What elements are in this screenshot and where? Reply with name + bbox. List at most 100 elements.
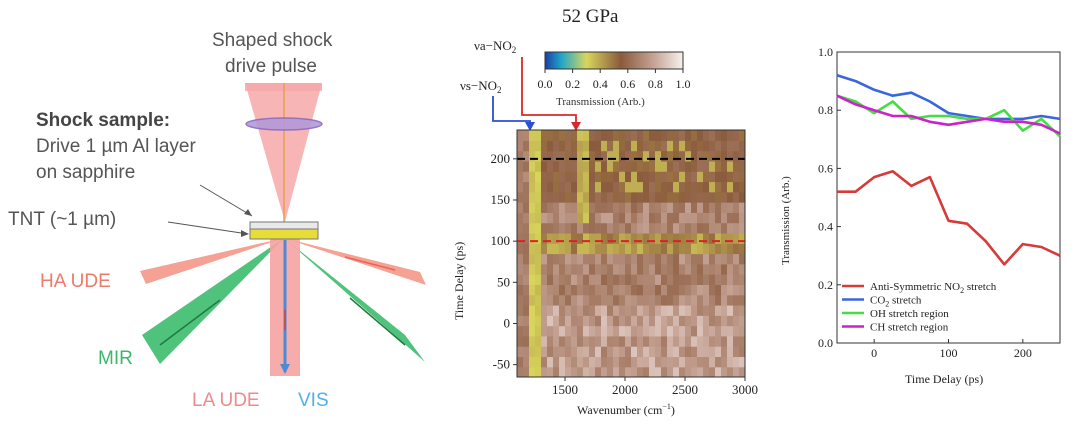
heatmap-cell [637,356,644,368]
heatmap-cell [619,284,626,296]
heatmap-cell [637,212,644,224]
heatmap-ylabel: Time Delay (ps) [452,242,466,320]
colorbar-tick-label: 0.6 [620,77,635,91]
heatmap-ytick-label: 100 [491,233,511,248]
heatmap-cell [535,160,542,172]
heatmap-cell [709,232,716,244]
heatmap-cell [667,263,674,275]
heatmap-cell [619,274,626,285]
heatmap-cell [601,222,608,234]
heatmap-cell [583,346,590,358]
heatmap-cell [715,346,722,358]
heatmap-cell [517,325,524,337]
heatmap-cell [643,191,650,203]
heatmap-cell [583,171,590,183]
colorbar-tick-label: 0.4 [593,77,608,91]
heatmap-cell [607,346,614,358]
heatmap-cell [583,160,590,172]
heatmap-cell [535,284,542,296]
heatmap-cell [601,335,608,347]
heatmap-cell [607,356,614,368]
heatmap-cell [685,325,692,337]
heatmap-cell [595,130,602,141]
heatmap-cell [691,274,698,285]
heatmap-cell [595,232,602,244]
heatmap-cell [529,130,536,141]
line-series [836,94,1061,138]
heatmap-cell [727,315,734,327]
heatmap-cell [691,181,698,193]
heatmap-cell [655,130,662,141]
heatmap-cell [631,222,638,234]
heatmap-cell [721,263,728,275]
heatmap-cell [547,335,554,347]
heatmap-cell [733,335,740,347]
heatmap-cell [697,150,704,162]
heatmap-cell [523,212,530,224]
heatmap-cell [691,202,698,213]
heatmap-cell [523,160,530,172]
heatmap-cell [613,160,620,172]
heatmap-cell [553,130,560,141]
heatmap-cell [589,366,596,377]
heatmap-cell [721,212,728,224]
heatmap-cell [577,243,584,255]
heatmap-cell [523,140,530,152]
heatmap-cell [553,212,560,224]
heatmap-cell [739,366,745,377]
heatmap-cell [625,140,632,152]
heatmap-cell [607,130,614,141]
heatmap-cell [691,243,698,255]
heatmap-cell [571,274,578,285]
heatmap-cell [583,202,590,213]
heatmap-cell [739,335,745,347]
heatmap-cell [625,232,632,244]
heatmap-cell [739,294,745,306]
heatmap-cell [535,263,542,275]
heatmap-cell [709,315,716,327]
heatmap-cell [529,222,536,234]
heatmap-cell [685,366,692,377]
heatmap-cell [709,212,716,224]
heatmap-cell [631,346,638,358]
heatmap-cell [547,325,554,337]
shaped-pulse-label-1: Shaped shock [212,30,333,51]
heatmap-cell [649,243,656,255]
heatmap-cell [685,232,692,244]
heatmap-cell [595,202,602,213]
heatmap-cell [679,212,686,224]
heatmap-cell [643,284,650,296]
heatmap-cell [649,325,656,337]
heatmap-cell [703,304,710,316]
sample-desc-2: on sapphire [36,162,135,183]
heatmap-cell [523,366,530,377]
heatmap-cell [607,253,614,265]
heatmap-cell [679,284,686,296]
heatmap-cell [691,191,698,203]
heatmap-cell [649,263,656,275]
heatmap-cell [631,325,638,337]
vs-no2-arrow-head [525,122,535,131]
heatmap-cell [727,171,734,183]
heatmap-cell [715,325,722,337]
heatmap-cell [673,232,680,244]
heatmap-cell [559,346,566,358]
heatmap-cell [625,304,632,316]
heatmap-cell [661,335,668,347]
heatmap-cell [553,274,560,285]
heatmap-cell [583,274,590,285]
heatmap-cell [721,232,728,244]
heatmap-cell [535,253,542,265]
heatmap-cell [565,171,572,183]
heatmap-cell [727,212,734,224]
line-chart-xtick-label: 0 [871,346,877,360]
heatmap-cell [661,160,668,172]
heatmap-cell [703,150,710,162]
heatmap-cell [697,284,704,296]
heatmap-cell [571,243,578,255]
heatmap-cell [583,222,590,234]
heatmap-cell [679,222,686,234]
legend-label: OH stretch region [870,308,949,320]
heatmap-cell [523,130,530,141]
heatmap-cell [589,325,596,337]
